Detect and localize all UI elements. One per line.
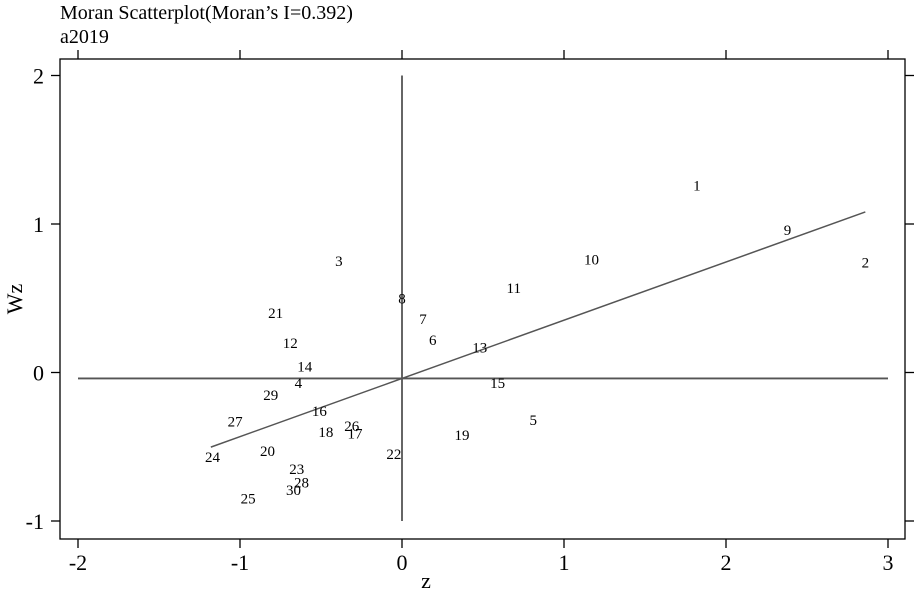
- point-label-8: 8: [398, 291, 406, 307]
- plot-frame: [59, 58, 906, 540]
- point-label-15: 15: [490, 376, 505, 392]
- reference-lines: [78, 75, 888, 521]
- point-label-21: 21: [268, 306, 283, 322]
- point-label-19: 19: [454, 428, 469, 444]
- point-label-26: 26: [344, 419, 360, 435]
- point-label-9: 9: [784, 223, 792, 239]
- x-tick-label: -2: [69, 550, 87, 575]
- y-tick-label: -1: [26, 509, 44, 534]
- point-label-11: 11: [507, 281, 521, 297]
- point-label-25: 25: [241, 492, 256, 508]
- point-label-22: 22: [386, 447, 401, 463]
- point-label-14: 14: [297, 360, 313, 376]
- point-label-24: 24: [205, 450, 221, 466]
- point-label-12: 12: [283, 336, 298, 352]
- point-label-13: 13: [472, 340, 487, 356]
- y-axis-title: Wz: [2, 284, 27, 315]
- point-label-16: 16: [312, 404, 328, 420]
- point-label-7: 7: [419, 312, 427, 328]
- point-label-4: 4: [295, 376, 303, 392]
- point-label-10: 10: [584, 253, 599, 269]
- point-label-3: 3: [335, 254, 343, 270]
- point-label-1: 1: [693, 178, 701, 194]
- point-label-23: 23: [289, 462, 304, 478]
- fit-line: [210, 211, 866, 448]
- y-tick-label: 2: [33, 64, 44, 89]
- y-tick-label: 0: [33, 361, 44, 386]
- point-label-2: 2: [862, 256, 870, 272]
- regression-line: [210, 211, 866, 448]
- x-axis-title: z: [421, 568, 431, 592]
- point-label-27: 27: [228, 415, 244, 431]
- point-label-28: 28: [294, 475, 309, 491]
- chart-title: Moran Scatterplot(Moran’s I=0.392): [60, 2, 353, 24]
- point-label-5: 5: [529, 413, 537, 429]
- chart-subtitle: a2019: [60, 26, 109, 48]
- point-label-29: 29: [263, 388, 278, 404]
- x-tick-label: 3: [883, 550, 894, 575]
- point-label-30: 30: [286, 483, 301, 499]
- x-tick-label: -1: [231, 550, 249, 575]
- x-axis: -2 -1 0 1 2 3: [69, 50, 894, 575]
- x-tick-label: 1: [559, 550, 570, 575]
- point-label-17: 17: [348, 426, 364, 442]
- x-tick-label: 0: [397, 550, 408, 575]
- x-tick-label: 2: [721, 550, 732, 575]
- point-label-6: 6: [429, 333, 437, 349]
- y-tick-label: 1: [33, 212, 44, 237]
- point-label-20: 20: [260, 444, 275, 460]
- point-label-18: 18: [318, 425, 333, 441]
